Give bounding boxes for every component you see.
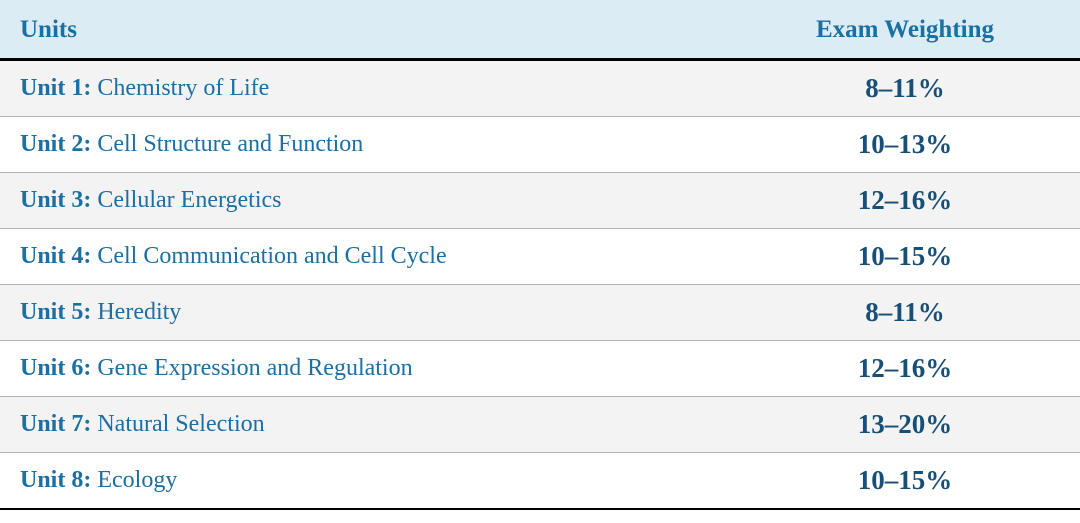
unit-label: Unit 4: [20,243,91,269]
unit-title: Ecology [91,467,177,493]
unit-label: Unit 2: [20,131,91,157]
unit-cell: Unit 7: Natural Selection [20,411,750,438]
unit-label: Unit 3: [20,187,91,213]
weight-cell: 10–15% [750,465,1060,496]
unit-title: Heredity [91,299,181,325]
unit-label: Unit 6: [20,355,91,381]
unit-cell: Unit 6: Gene Expression and Regulation [20,355,750,382]
table-header-row: Units Exam Weighting [0,0,1080,61]
weight-cell: 12–16% [750,353,1060,384]
table-row: Unit 7: Natural Selection13–20% [0,397,1080,453]
unit-title: Cell Communication and Cell Cycle [91,243,446,269]
weight-cell: 10–13% [750,129,1060,160]
unit-cell: Unit 3: Cellular Energetics [20,187,750,214]
weight-cell: 8–11% [750,297,1060,328]
unit-label: Unit 5: [20,299,91,325]
unit-title: Chemistry of Life [91,75,269,101]
table-row: Unit 1: Chemistry of Life8–11% [0,61,1080,117]
unit-title: Natural Selection [91,411,264,437]
table-row: Unit 3: Cellular Energetics12–16% [0,173,1080,229]
weight-cell: 13–20% [750,409,1060,440]
unit-cell: Unit 4: Cell Communication and Cell Cycl… [20,243,750,270]
unit-cell: Unit 2: Cell Structure and Function [20,131,750,158]
unit-cell: Unit 1: Chemistry of Life [20,75,750,102]
table-row: Unit 6: Gene Expression and Regulation12… [0,341,1080,397]
table-body: Unit 1: Chemistry of Life8–11%Unit 2: Ce… [0,61,1080,510]
table-row: Unit 8: Ecology10–15% [0,453,1080,510]
unit-label: Unit 8: [20,467,91,493]
unit-label: Unit 7: [20,411,91,437]
weight-cell: 10–15% [750,241,1060,272]
exam-weighting-table: Units Exam Weighting Unit 1: Chemistry o… [0,0,1080,510]
unit-title: Cellular Energetics [91,187,281,213]
table-row: Unit 2: Cell Structure and Function10–13… [0,117,1080,173]
table-row: Unit 4: Cell Communication and Cell Cycl… [0,229,1080,285]
unit-cell: Unit 8: Ecology [20,467,750,494]
column-header-weighting: Exam Weighting [750,16,1060,44]
unit-cell: Unit 5: Heredity [20,299,750,326]
unit-title: Cell Structure and Function [91,131,363,157]
unit-label: Unit 1: [20,75,91,101]
weight-cell: 12–16% [750,185,1060,216]
unit-title: Gene Expression and Regulation [91,355,412,381]
table-row: Unit 5: Heredity8–11% [0,285,1080,341]
weight-cell: 8–11% [750,73,1060,104]
column-header-units: Units [20,16,750,44]
